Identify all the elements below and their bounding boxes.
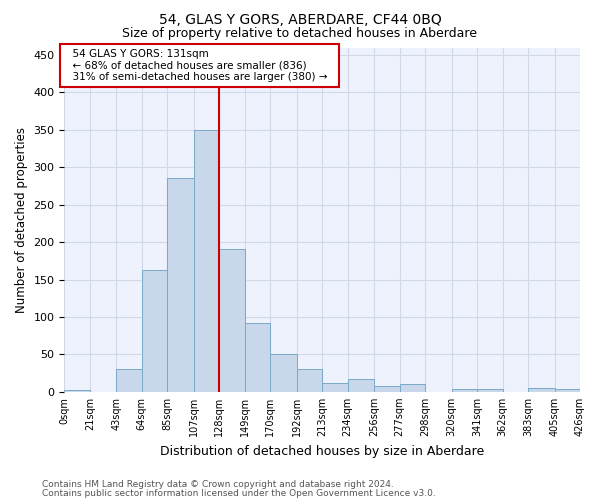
Text: 54 GLAS Y GORS: 131sqm
  ← 68% of detached houses are smaller (836)
  31% of sem: 54 GLAS Y GORS: 131sqm ← 68% of detached… <box>65 49 334 82</box>
Bar <box>374 386 400 392</box>
Text: Contains HM Land Registry data © Crown copyright and database right 2024.: Contains HM Land Registry data © Crown c… <box>42 480 394 489</box>
Bar <box>220 249 245 392</box>
Y-axis label: Number of detached properties: Number of detached properties <box>15 126 28 312</box>
Bar <box>142 270 167 392</box>
Bar <box>194 130 220 392</box>
Text: Size of property relative to detached houses in Aberdare: Size of property relative to detached ho… <box>122 28 478 40</box>
Bar <box>245 323 270 392</box>
Text: 54, GLAS Y GORS, ABERDARE, CF44 0BQ: 54, GLAS Y GORS, ABERDARE, CF44 0BQ <box>158 12 442 26</box>
Bar <box>528 388 554 392</box>
Bar <box>347 379 374 392</box>
X-axis label: Distribution of detached houses by size in Aberdare: Distribution of detached houses by size … <box>160 444 484 458</box>
Bar <box>116 370 142 392</box>
Bar <box>452 389 477 392</box>
Bar <box>477 389 503 392</box>
Bar <box>64 390 90 392</box>
Bar <box>554 389 580 392</box>
Bar <box>297 370 322 392</box>
Text: Contains public sector information licensed under the Open Government Licence v3: Contains public sector information licen… <box>42 488 436 498</box>
Bar <box>322 383 347 392</box>
Bar <box>167 178 194 392</box>
Bar <box>400 384 425 392</box>
Bar <box>270 354 297 392</box>
